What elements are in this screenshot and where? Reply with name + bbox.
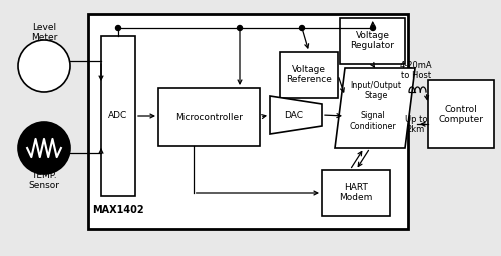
Text: Microcontroller: Microcontroller <box>175 112 242 122</box>
Text: 2km: 2km <box>406 125 424 134</box>
Bar <box>158 88 260 146</box>
Text: Voltage: Voltage <box>292 66 325 74</box>
Bar <box>339 18 404 64</box>
Text: Modem: Modem <box>339 194 372 202</box>
Circle shape <box>18 40 70 92</box>
Text: Conditioner: Conditioner <box>349 122 396 131</box>
Text: Voltage: Voltage <box>355 31 389 40</box>
Text: Computer: Computer <box>438 114 482 123</box>
Polygon shape <box>334 68 414 148</box>
Polygon shape <box>270 96 321 134</box>
Text: DAC: DAC <box>284 111 302 120</box>
Bar <box>427 80 493 148</box>
Text: HART: HART <box>343 184 367 193</box>
Circle shape <box>18 122 70 174</box>
Bar <box>88 14 407 229</box>
Text: to Host: to Host <box>400 70 430 80</box>
Circle shape <box>370 26 375 30</box>
Text: MAX1402: MAX1402 <box>92 205 143 215</box>
Circle shape <box>299 26 304 30</box>
Text: Reference: Reference <box>286 76 331 84</box>
Text: Up to: Up to <box>404 115 426 124</box>
Text: 4-20mA: 4-20mA <box>399 60 431 69</box>
Text: Regulator: Regulator <box>350 41 394 50</box>
Text: Control: Control <box>444 104 476 113</box>
Circle shape <box>237 26 242 30</box>
Bar <box>101 36 135 196</box>
Bar <box>321 170 389 216</box>
Text: Meter: Meter <box>31 34 57 42</box>
Bar <box>280 52 337 98</box>
Circle shape <box>115 26 120 30</box>
Text: Level: Level <box>32 24 56 33</box>
Text: Input/Output: Input/Output <box>350 81 401 90</box>
Text: Stage: Stage <box>364 91 387 101</box>
Text: Sensor: Sensor <box>29 180 60 189</box>
Text: Signal: Signal <box>360 112 385 121</box>
Text: ADC: ADC <box>108 112 127 121</box>
Text: TEMP.: TEMP. <box>31 170 57 179</box>
